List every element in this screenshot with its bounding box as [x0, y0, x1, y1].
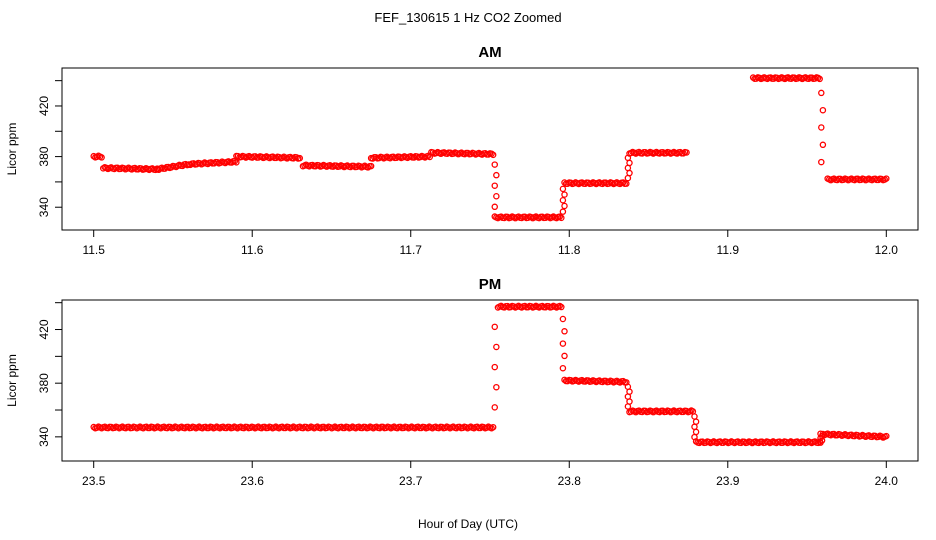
pm-data-point	[559, 340, 567, 347]
pm-x-tick-label: 23.9	[716, 474, 740, 488]
pm-data-point	[493, 343, 500, 351]
am-data-point	[491, 203, 498, 211]
am-data-point	[683, 149, 690, 156]
pm-data-point	[883, 432, 890, 440]
am-data-point	[818, 89, 825, 97]
am-x-tick-label: 12.0	[875, 243, 899, 257]
am-data-point	[623, 180, 630, 187]
am-panel-title: AM	[478, 44, 501, 61]
pm-data-point	[558, 303, 565, 311]
am-data-point	[819, 141, 827, 149]
pm-y-tick-label: 340	[37, 427, 51, 447]
pm-x-tick-label: 23.8	[558, 474, 582, 488]
am-y-tick-label: 340	[37, 197, 51, 217]
am-data-point	[367, 162, 375, 170]
pm-data-point	[691, 433, 698, 441]
pm-data-point	[491, 363, 498, 371]
am-data-point	[624, 154, 632, 162]
pm-data-point	[692, 428, 700, 436]
am-data-point	[561, 202, 568, 210]
pm-data-point	[817, 430, 824, 437]
x-axis-label: Hour of Day (UTC)	[418, 517, 518, 531]
am-data-point	[493, 171, 500, 179]
pm-panel-title: PM	[479, 276, 502, 293]
pm-data-point	[561, 328, 568, 335]
am-y-axis-label: Licor ppm	[5, 123, 19, 176]
pm-x-tick-label: 24.0	[875, 474, 899, 488]
pm-y-tick-label: 380	[37, 373, 51, 393]
am-data-point	[819, 106, 827, 114]
am-data-point	[98, 154, 105, 161]
am-y-tick-label: 380	[37, 146, 51, 166]
am-data-point	[818, 124, 825, 131]
am-panel: AM Licor ppm 11.5 11.6 11.7 11.8 11.9 12.0 340 38…	[5, 44, 919, 257]
pm-data-point	[561, 352, 568, 360]
am-data-point	[561, 191, 568, 198]
am-data-point	[559, 208, 567, 215]
am-plot-frame	[61, 67, 919, 231]
am-data-point	[559, 185, 567, 193]
pm-data-point	[491, 404, 498, 411]
am-data-point	[883, 175, 890, 182]
pm-y-axis-label: Licor ppm	[5, 354, 19, 407]
pm-plot-frame	[61, 299, 919, 462]
figure-title: FEF_130615 1 Hz CO2 Zoomed	[374, 10, 561, 25]
pm-data-point	[692, 418, 700, 425]
pm-data-point	[691, 413, 698, 420]
pm-y-tick-label: 420	[37, 319, 51, 339]
pm-data-point	[624, 403, 632, 410]
am-y-tick-label: 420	[37, 96, 51, 116]
am-data-point	[558, 214, 565, 222]
pm-x-tick-label: 23.6	[241, 474, 265, 488]
am-x-tick-label: 11.5	[82, 243, 105, 257]
am-data-point	[233, 159, 240, 166]
am-data-points	[90, 74, 890, 222]
am-data-point	[816, 75, 823, 83]
pm-data-point	[493, 383, 500, 391]
pm-data-point	[489, 423, 497, 431]
am-data-point	[818, 158, 825, 166]
am-x-tick-label: 11.8	[558, 243, 581, 257]
pm-data-point	[491, 323, 498, 331]
pm-data-point	[559, 315, 567, 323]
pm-data-point	[559, 364, 567, 372]
am-data-point	[491, 182, 498, 189]
am-data-point	[296, 154, 304, 162]
am-data-point	[493, 192, 500, 200]
am-x-tick-label: 11.6	[241, 243, 264, 257]
am-data-point	[491, 161, 498, 168]
am-data-point	[489, 151, 497, 159]
pm-data-point	[691, 423, 698, 431]
am-x-tick-label: 11.7	[400, 243, 423, 257]
am-data-point	[559, 197, 567, 204]
pm-data-points	[90, 302, 890, 447]
pm-panel: PM Licor ppm 23.5 23.6 23.7 23.8 23.9 24.0 340 38…	[5, 276, 919, 488]
am-x-tick-label: 11.9	[717, 243, 740, 257]
pm-x-tick-label: 23.7	[399, 474, 423, 488]
pm-x-tick-label: 23.5	[82, 474, 106, 488]
